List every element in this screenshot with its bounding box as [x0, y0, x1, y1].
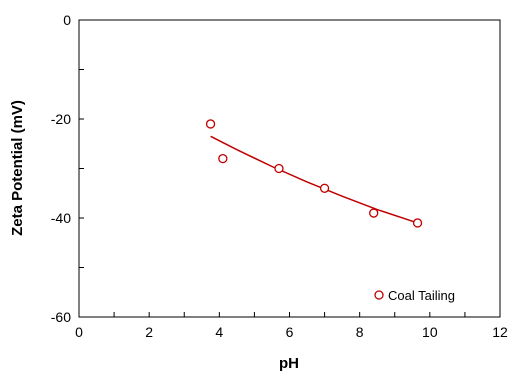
- legend-marker: [374, 290, 384, 300]
- x-tick-label: 2: [145, 324, 153, 340]
- data-point: [218, 153, 228, 164]
- ticks: [78, 19, 501, 318]
- legend: Coal Tailing: [374, 288, 455, 303]
- y-axis-title: Zeta Potential (mV): [9, 100, 26, 236]
- data-points: [205, 119, 423, 228]
- data-point: [274, 163, 284, 174]
- axes: [78, 19, 501, 318]
- data-point: [412, 218, 423, 228]
- x-tick-label: 12: [492, 324, 508, 340]
- x-tick-label: 10: [422, 324, 438, 340]
- plot-frame: [78, 19, 501, 318]
- x-tick-label: 4: [215, 324, 223, 340]
- trendline: [210, 135, 418, 224]
- x-axis-title: pH: [279, 355, 299, 372]
- data-point: [369, 208, 379, 218]
- y-tick-label: -40: [51, 210, 71, 226]
- trendline-path: [210, 135, 418, 224]
- x-tick-label: 8: [356, 324, 364, 340]
- y-tick-label: -20: [51, 111, 71, 127]
- data-point: [205, 119, 216, 129]
- x-tick-label: 0: [75, 324, 83, 340]
- tick-labels: 0 2 4 6 8 10 12 0 -20 -40 -60: [51, 12, 508, 340]
- legend-label: Coal Tailing: [388, 288, 455, 303]
- data-point: [319, 183, 330, 193]
- x-tick-label: 6: [286, 324, 294, 340]
- y-tick-label: -60: [51, 309, 71, 325]
- y-tick-label: 0: [63, 12, 71, 28]
